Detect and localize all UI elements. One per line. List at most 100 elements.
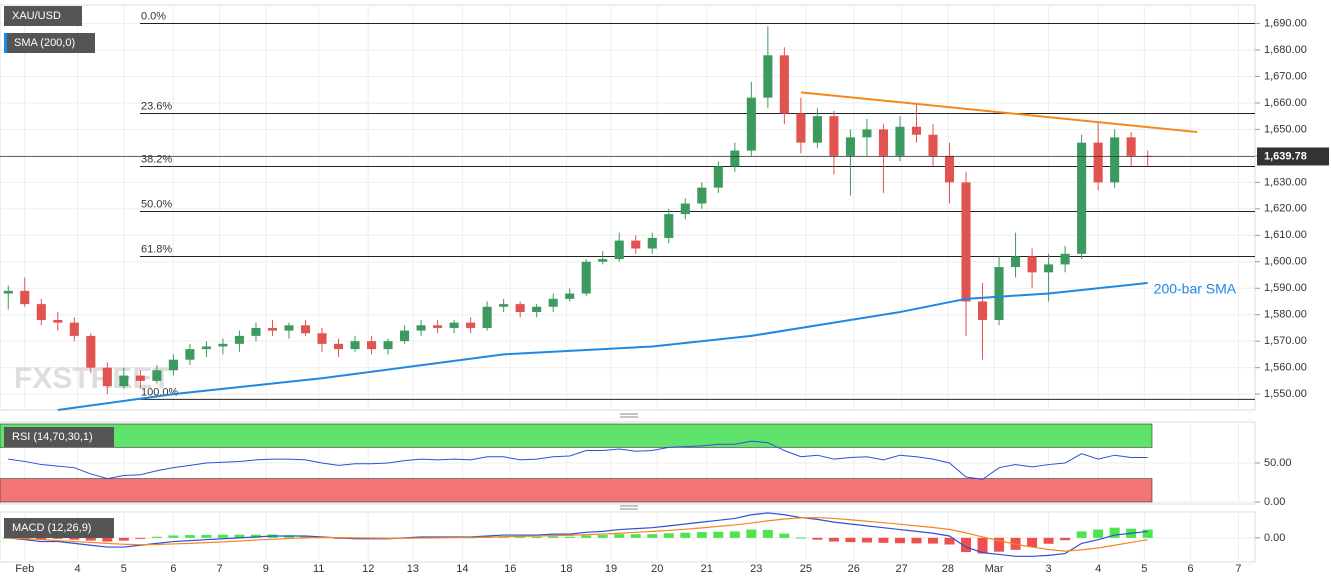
- macd-title-box: [4, 518, 114, 538]
- trendline: [800, 91, 1198, 134]
- x-tick-label: 19: [605, 563, 617, 575]
- x-tick-label: 13: [407, 563, 419, 575]
- histogram-bar: [647, 534, 658, 538]
- y-tick-label: 50.00: [1264, 457, 1292, 469]
- rsi-title-box: [4, 427, 114, 447]
- candle-body: [895, 126, 905, 156]
- candle-body: [1011, 256, 1021, 268]
- x-tick-label: 26: [848, 563, 860, 575]
- candle-body: [367, 341, 377, 350]
- y-tick-label: 1,670.00: [1264, 70, 1307, 82]
- candle-body: [3, 290, 13, 294]
- candle-body: [944, 155, 955, 183]
- x-tick-label: 23: [750, 563, 762, 575]
- last-price-box: [1257, 147, 1329, 166]
- histogram-bar: [845, 537, 856, 543]
- x-tick-label: 18: [560, 563, 572, 575]
- candle-body: [1044, 264, 1054, 273]
- histogram-bar: [961, 537, 972, 553]
- histogram-bar: [927, 537, 938, 544]
- indicator-box: [4, 33, 95, 53]
- candle-body: [1060, 253, 1070, 265]
- candle-body: [400, 330, 410, 342]
- y-tick-label: 0.00: [1264, 532, 1285, 544]
- candle-body: [631, 240, 641, 249]
- candle-body: [581, 261, 591, 294]
- histogram-bar: [762, 529, 773, 538]
- sma-label: 200-bar SMA: [1154, 281, 1237, 297]
- candle-body: [730, 150, 740, 167]
- candle-body: [267, 327, 278, 331]
- title-box: [4, 6, 82, 26]
- x-tick-label: 3: [1046, 563, 1052, 575]
- histogram-bar: [894, 537, 905, 544]
- histogram-bar: [994, 537, 1005, 552]
- price-panel: [0, 4, 1256, 411]
- candle-body: [1126, 137, 1136, 156]
- candle-body: [152, 370, 162, 381]
- histogram-bar: [812, 537, 823, 540]
- candle-body: [614, 240, 624, 260]
- candle-body: [664, 214, 674, 238]
- x-tick-label: 21: [701, 563, 713, 575]
- x-tick-label: 16: [504, 563, 516, 575]
- candle-body: [20, 290, 30, 305]
- y-tick-label: 1,630.00: [1264, 176, 1307, 188]
- histogram-bar: [729, 531, 740, 538]
- histogram-bar: [85, 537, 96, 541]
- fib-label: 38.2%: [141, 153, 172, 165]
- histogram-bar: [779, 533, 790, 538]
- x-tick-label: 4: [75, 563, 81, 575]
- y-tick-label: 1,570.00: [1264, 335, 1307, 347]
- candle-body: [234, 335, 244, 344]
- histogram-bar: [234, 534, 245, 538]
- histogram-bar: [861, 537, 872, 543]
- candle-body: [482, 306, 492, 328]
- histogram-bar: [201, 534, 212, 538]
- x-tick-label: 5: [1141, 563, 1147, 575]
- candle-body: [779, 55, 789, 114]
- x-tick-label: Feb: [15, 563, 34, 575]
- candle-body: [763, 55, 773, 98]
- histogram-bar: [1076, 531, 1087, 538]
- band: [0, 478, 1153, 503]
- candle-body: [300, 325, 311, 334]
- candle-body: [218, 343, 228, 347]
- candle-body: [102, 367, 112, 387]
- x-tick-label: 6: [1188, 563, 1194, 575]
- candle-body: [796, 113, 806, 143]
- histogram-bar: [69, 537, 80, 540]
- histogram-bar: [36, 537, 47, 540]
- histogram-bar: [581, 535, 592, 538]
- y-tick-label: 1,690.00: [1264, 17, 1307, 29]
- histogram-bar: [250, 534, 261, 538]
- candle-body: [185, 349, 195, 360]
- histogram-bar: [217, 534, 228, 538]
- y-tick-label: 1,660.00: [1264, 97, 1307, 109]
- candle-body: [928, 134, 938, 156]
- candle-body: [333, 343, 344, 350]
- candle-body: [812, 116, 822, 143]
- indicator-color: [4, 33, 7, 53]
- x-tick-label: 12: [362, 563, 374, 575]
- histogram-bar: [1093, 529, 1104, 538]
- histogram-bar: [696, 532, 707, 538]
- candle-body: [713, 166, 723, 188]
- histogram-bar: [564, 536, 575, 538]
- histogram-bar: [135, 537, 146, 539]
- histogram-bar: [515, 536, 526, 538]
- candle-body: [499, 304, 509, 307]
- chart-title: XAU/USD: [12, 10, 61, 22]
- y-tick-label: 1,580.00: [1264, 309, 1307, 321]
- candle-body: [135, 375, 145, 381]
- x-tick-label: 7: [217, 563, 223, 575]
- candle-body: [598, 259, 608, 262]
- fib-label: 0.0%: [141, 10, 166, 22]
- rsi-title: RSI (14,70,30,1): [12, 431, 93, 443]
- candle-body: [36, 304, 46, 320]
- histogram-bar: [118, 537, 129, 541]
- candle-body: [1110, 137, 1120, 183]
- candle-body: [845, 137, 855, 156]
- histogram-bar: [663, 533, 674, 538]
